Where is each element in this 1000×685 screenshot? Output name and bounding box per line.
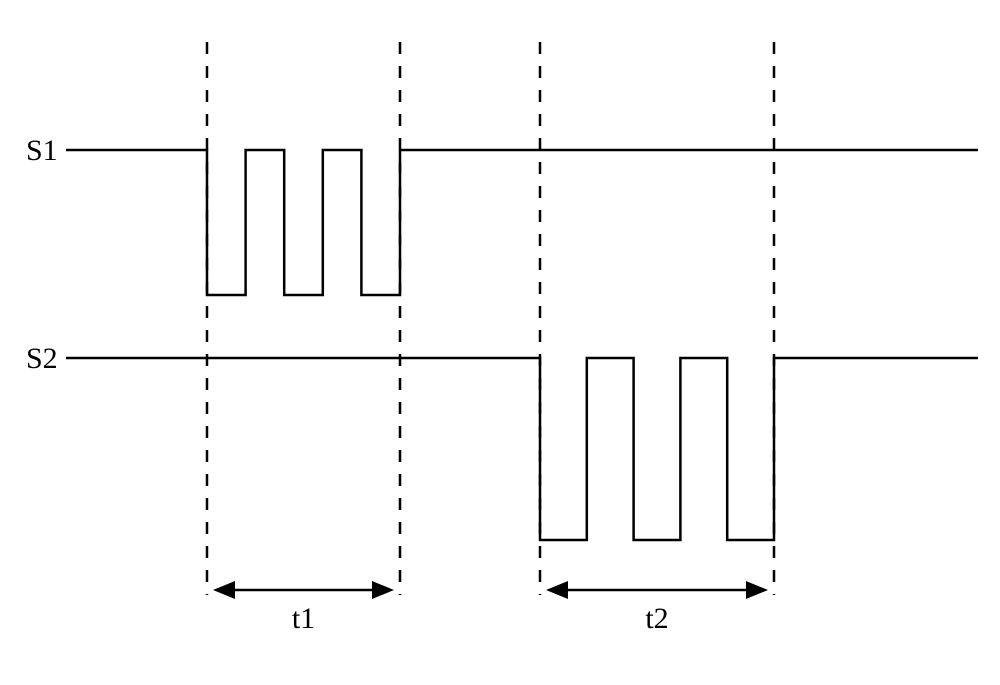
s2-label: S2	[26, 342, 58, 375]
t1-arrow-head-left	[213, 581, 235, 599]
t2-label: t2	[645, 602, 668, 635]
t1-arrow-head-right	[372, 581, 394, 599]
s2-waveform	[66, 358, 978, 540]
s1-waveform	[66, 150, 978, 295]
t1-label: t1	[292, 602, 315, 635]
t2-arrow-head-right	[746, 581, 768, 599]
s1-label: S1	[26, 134, 58, 167]
timing-diagram: S1 S2 t1 t2	[0, 0, 1000, 685]
t2-arrow-head-left	[546, 581, 568, 599]
